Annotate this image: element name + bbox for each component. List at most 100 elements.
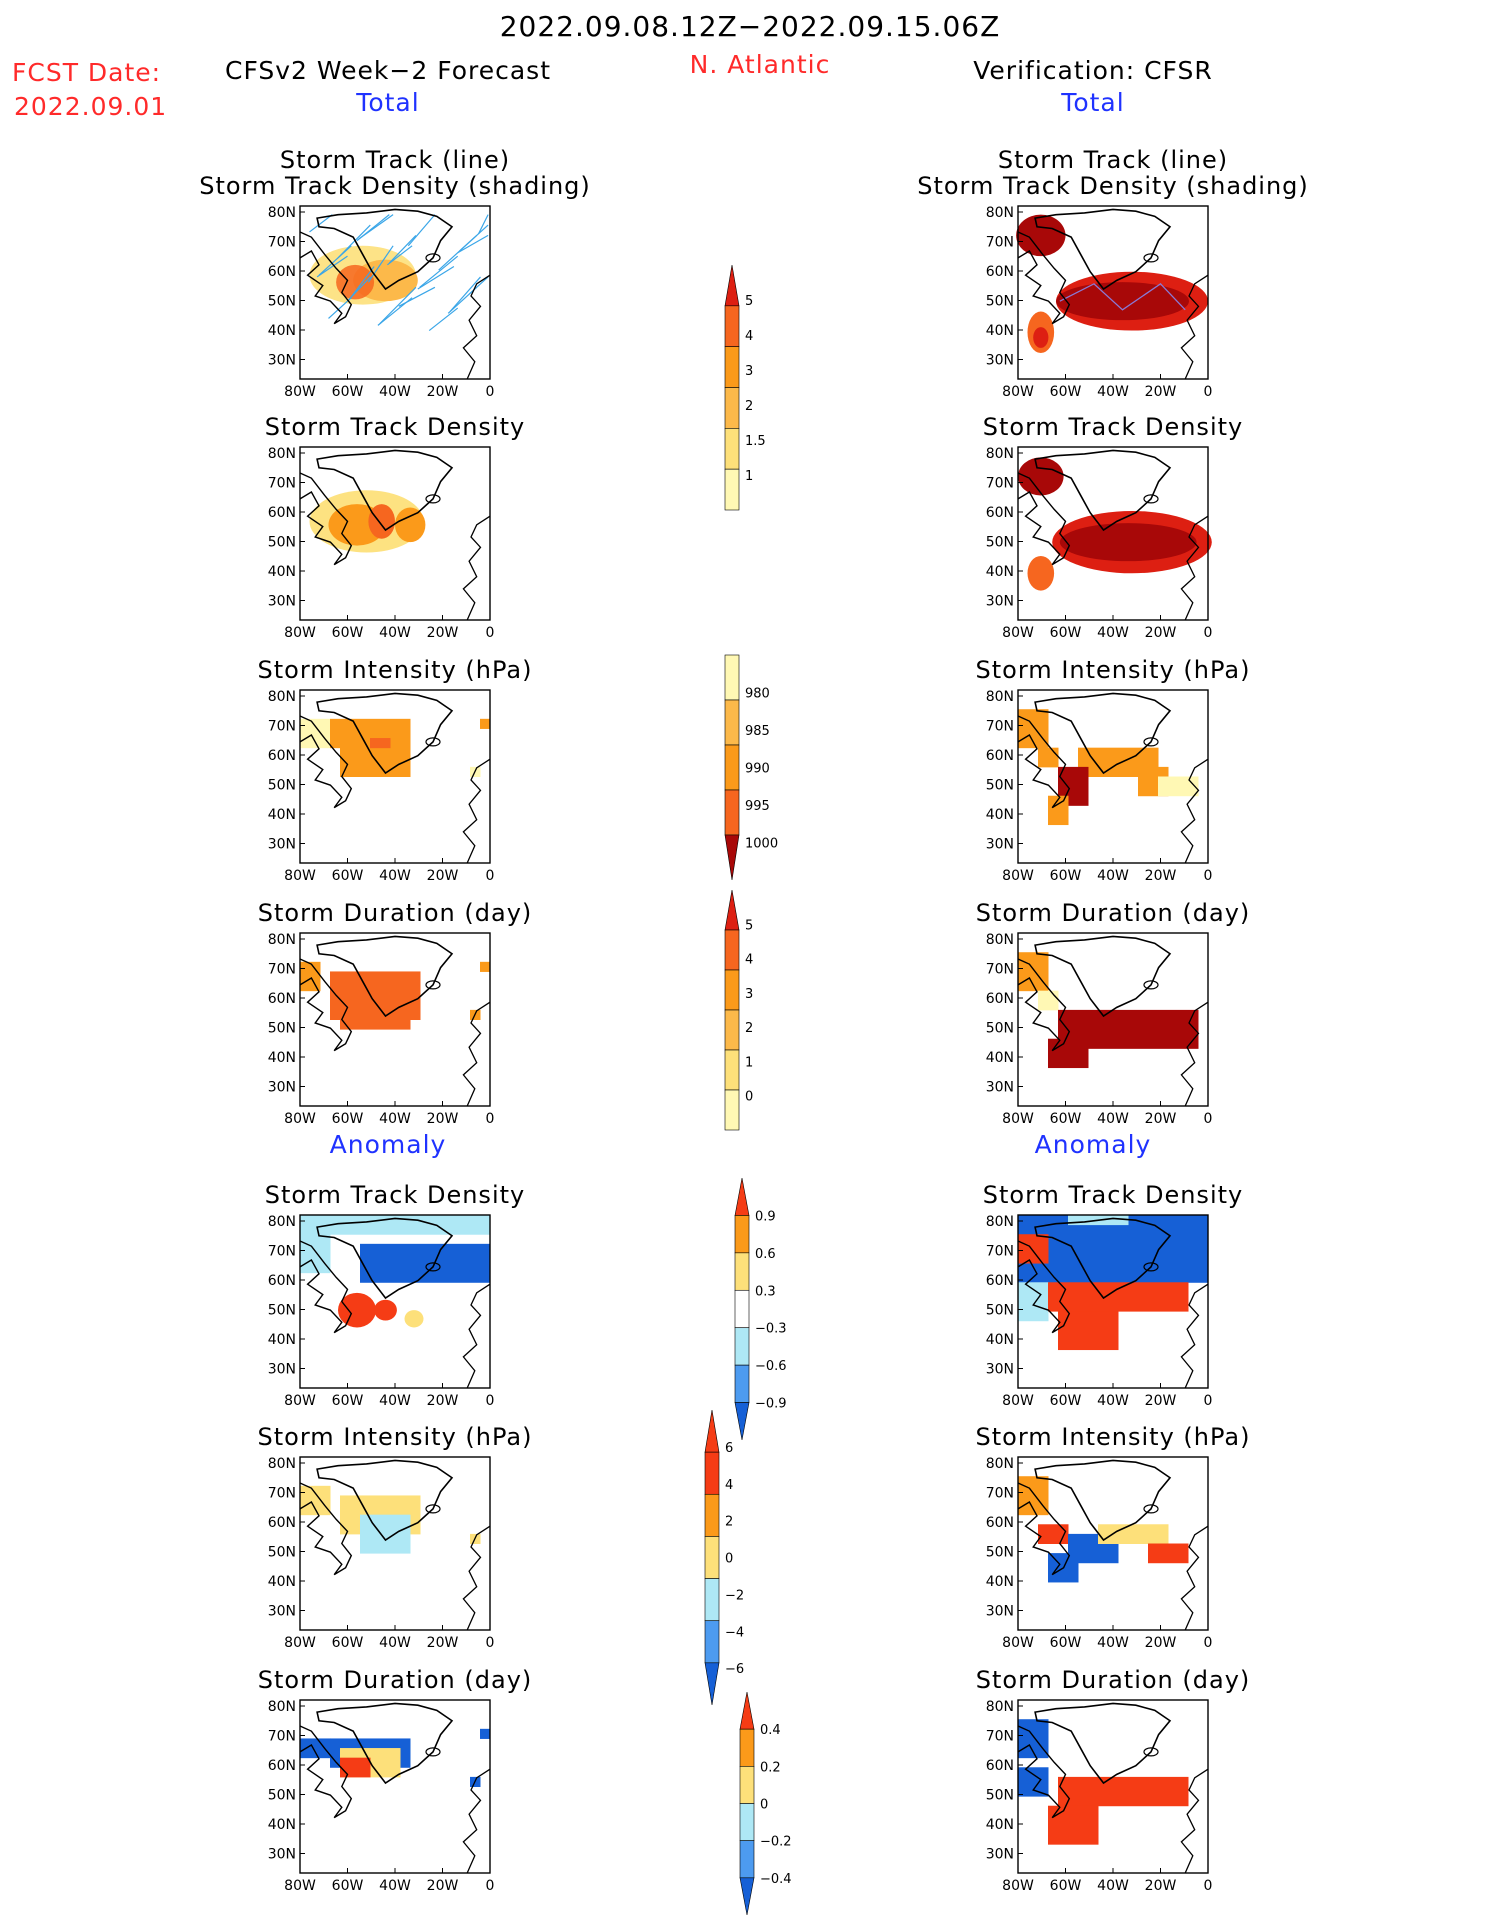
lon-tick-label: 60W xyxy=(1050,384,1082,400)
north-america-coastline xyxy=(299,1482,353,1576)
colorbar-segment xyxy=(724,468,740,511)
lat-tick-label: 50N xyxy=(986,1021,1014,1037)
lat-tick-label: 30N xyxy=(268,1362,296,1378)
lon-tick-label: 80W xyxy=(284,868,316,884)
lon-tick-label: 0 xyxy=(486,1878,495,1894)
lon-tick-label: 0 xyxy=(486,1111,495,1127)
colorbar-label: −0.6 xyxy=(755,1359,787,1374)
colorbar-label: 0.3 xyxy=(755,1284,776,1299)
lat-tick-label: 80N xyxy=(268,1699,296,1715)
lon-tick-label: 80W xyxy=(284,384,316,400)
lat-tick-label: 50N xyxy=(268,1021,296,1037)
forecast-panel: 80N 70N 60N 50N 40N 30N 80W 60W 40W 20W 0 Storm Tra… xyxy=(199,146,590,400)
forecast-panel: 80N 70N 60N 50N 40N 30N 80W 60W 40W 20W 0 Storm Dur… xyxy=(258,899,533,1127)
colorbar-segment xyxy=(739,1840,755,1879)
colorbar-segment xyxy=(724,1089,740,1131)
lon-tick-label: 60W xyxy=(332,1111,364,1127)
lon-tick-label: 0 xyxy=(486,625,495,641)
north-america-coastline xyxy=(1017,1482,1071,1576)
colorbar-segment xyxy=(734,1364,750,1403)
panel-title: Storm Intensity (hPa) xyxy=(976,656,1251,684)
lon-tick-label: 20W xyxy=(427,1878,459,1894)
lat-tick-label: 50N xyxy=(986,1545,1014,1561)
lon-tick-label: 20W xyxy=(1145,384,1177,400)
colorbar-segment xyxy=(724,789,740,836)
lat-tick-label: 50N xyxy=(986,294,1014,310)
lat-tick-label: 40N xyxy=(986,807,1014,823)
verification-total-label: Total xyxy=(1061,88,1125,117)
iceland-outline xyxy=(1143,253,1159,263)
panel-title: Storm Track Density xyxy=(265,413,525,441)
colorbar-anom-duration: 0.4 0.2 0 −0.2 −0.4 xyxy=(739,1691,792,1916)
lat-tick-label: 80N xyxy=(986,446,1014,462)
iceland-outline xyxy=(425,253,441,263)
colorbar-label: 1.5 xyxy=(745,434,766,449)
europe-africa-coastline xyxy=(1180,1525,1209,1631)
forecast-panel: 80N 70N 60N 50N 40N 30N 80W 60W 40W 20W 0 Storm Tra… xyxy=(265,413,525,641)
lon-tick-label: 0 xyxy=(1204,384,1213,400)
lat-tick-label: 30N xyxy=(986,1362,1014,1378)
lat-tick-label: 60N xyxy=(268,991,296,1007)
fcst-date-label: FCST Date: xyxy=(12,58,162,87)
colorbar-segment xyxy=(734,1289,750,1329)
lon-tick-label: 60W xyxy=(332,384,364,400)
lon-tick-label: 60W xyxy=(1050,1111,1082,1127)
iceland-outline xyxy=(1143,1747,1159,1757)
lat-tick-label: 60N xyxy=(986,264,1014,280)
colorbar-label: 3 xyxy=(745,364,753,379)
lon-tick-label: 80W xyxy=(1002,1878,1034,1894)
panel-title: Storm Duration (day) xyxy=(976,1666,1251,1694)
europe-africa-coastline xyxy=(1180,1001,1209,1107)
lon-tick-label: 60W xyxy=(332,1878,364,1894)
lon-tick-label: 20W xyxy=(1145,1635,1177,1651)
lon-tick-label: 20W xyxy=(1145,1111,1177,1127)
greenland-outline xyxy=(1034,449,1172,532)
lat-tick-label: 80N xyxy=(986,689,1014,705)
lon-tick-label: 80W xyxy=(1002,384,1034,400)
panel-title: Storm Track Density xyxy=(983,1181,1243,1209)
lat-tick-label: 50N xyxy=(268,294,296,310)
lon-tick-label: 80W xyxy=(284,1111,316,1127)
lon-tick-label: 20W xyxy=(427,868,459,884)
lat-tick-label: 30N xyxy=(268,353,296,369)
forecast-panel: 80N 70N 60N 50N 40N 30N 80W 60W 40W 20W 0 Storm Int… xyxy=(258,1423,532,1651)
colorbar-label: 0.2 xyxy=(760,1760,781,1775)
lon-tick-label: 0 xyxy=(486,1393,495,1409)
lon-tick-label: 40W xyxy=(1097,868,1129,884)
lon-tick-label: 60W xyxy=(332,1635,364,1651)
lat-tick-label: 50N xyxy=(986,1303,1014,1319)
colorbar-label: 0.9 xyxy=(755,1209,776,1224)
colorbar-segment xyxy=(724,744,740,791)
greenland-outline xyxy=(1034,1702,1172,1785)
colorbar-label: 1 xyxy=(745,469,753,484)
colorbar-label: 3 xyxy=(745,987,753,1002)
lat-tick-label: 80N xyxy=(268,446,296,462)
colorbar-label: 990 xyxy=(745,762,770,777)
europe-africa-coastline xyxy=(462,1525,491,1631)
colorbar-segment xyxy=(734,1215,750,1254)
colorbar-segment xyxy=(734,1252,750,1291)
iceland-outline xyxy=(1143,494,1159,504)
lat-tick-label: 70N xyxy=(268,1244,296,1260)
north-america-coastline xyxy=(1017,1725,1071,1819)
colorbar-segment xyxy=(704,1620,720,1664)
lon-tick-label: 40W xyxy=(1097,1393,1129,1409)
colorbar-arrow xyxy=(724,889,740,931)
greenland-outline xyxy=(1034,208,1172,291)
lat-tick-label: 60N xyxy=(268,1515,296,1531)
colorbar-label: 1000 xyxy=(745,837,778,852)
lat-tick-label: 70N xyxy=(986,1244,1014,1260)
greenland-outline xyxy=(316,449,454,532)
lat-tick-label: 40N xyxy=(268,1050,296,1066)
europe-africa-coastline xyxy=(462,1768,491,1874)
panel-title: Storm Track Density xyxy=(265,1181,525,1209)
lat-tick-label: 50N xyxy=(986,778,1014,794)
verification-panel: 80N 70N 60N 50N 40N 30N 80W 60W 40W 20W 0 Storm Tra… xyxy=(917,146,1308,400)
greenland-outline xyxy=(1034,935,1172,1018)
lon-tick-label: 80W xyxy=(1002,1393,1034,1409)
panel-title: Storm Duration (day) xyxy=(976,899,1251,927)
verification-panel: 80N 70N 60N 50N 40N 30N 80W 60W 40W 20W 0 Storm Dur… xyxy=(976,899,1251,1127)
north-america-coastline xyxy=(1017,472,1071,566)
panel-title: Storm Duration (day) xyxy=(258,899,533,927)
